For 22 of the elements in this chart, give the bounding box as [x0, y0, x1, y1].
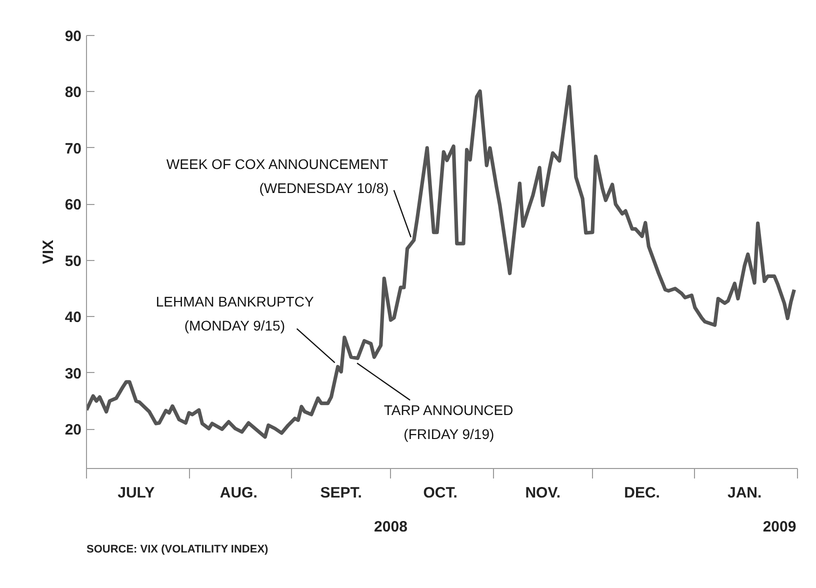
- y-tick-label: 50: [64, 252, 82, 270]
- text: 2008: [374, 518, 408, 536]
- x-tick-label: NOV.: [525, 484, 561, 502]
- y-tick-label: 20: [64, 422, 82, 439]
- y-tick-label: 30: [64, 365, 82, 382]
- x-tick-label: JULY: [118, 484, 155, 502]
- y-axis-title: VIX: [40, 240, 57, 264]
- x-tick-label: JAN.: [728, 484, 762, 502]
- x-tick-label: SEPT.: [320, 484, 362, 502]
- annotation: LEHMAN BANKRUPTCY (MONDAY 9/15): [156, 294, 314, 334]
- y-tick-label: 40: [64, 309, 82, 326]
- x-tick-label: AUG.: [220, 484, 258, 502]
- x-tick-label: DEC.: [624, 484, 660, 502]
- y-tick-label: 90: [64, 28, 82, 45]
- y-tick-label: 80: [64, 84, 82, 102]
- y-tick-label: 70: [64, 140, 82, 158]
- annotation: WEEK OF COX ANNOUNCEMENT (WEDNESDAY 10/8): [166, 156, 389, 196]
- source-note: SOURCE: VIX (VOLATILITY INDEX): [86, 544, 269, 556]
- y-tick-label: 60: [64, 196, 82, 214]
- annotation: TARP ANNOUNCED (FRIDAY 9/19): [384, 402, 514, 442]
- x-tick-label: OCT.: [423, 484, 458, 502]
- text: 2009: [762, 518, 796, 536]
